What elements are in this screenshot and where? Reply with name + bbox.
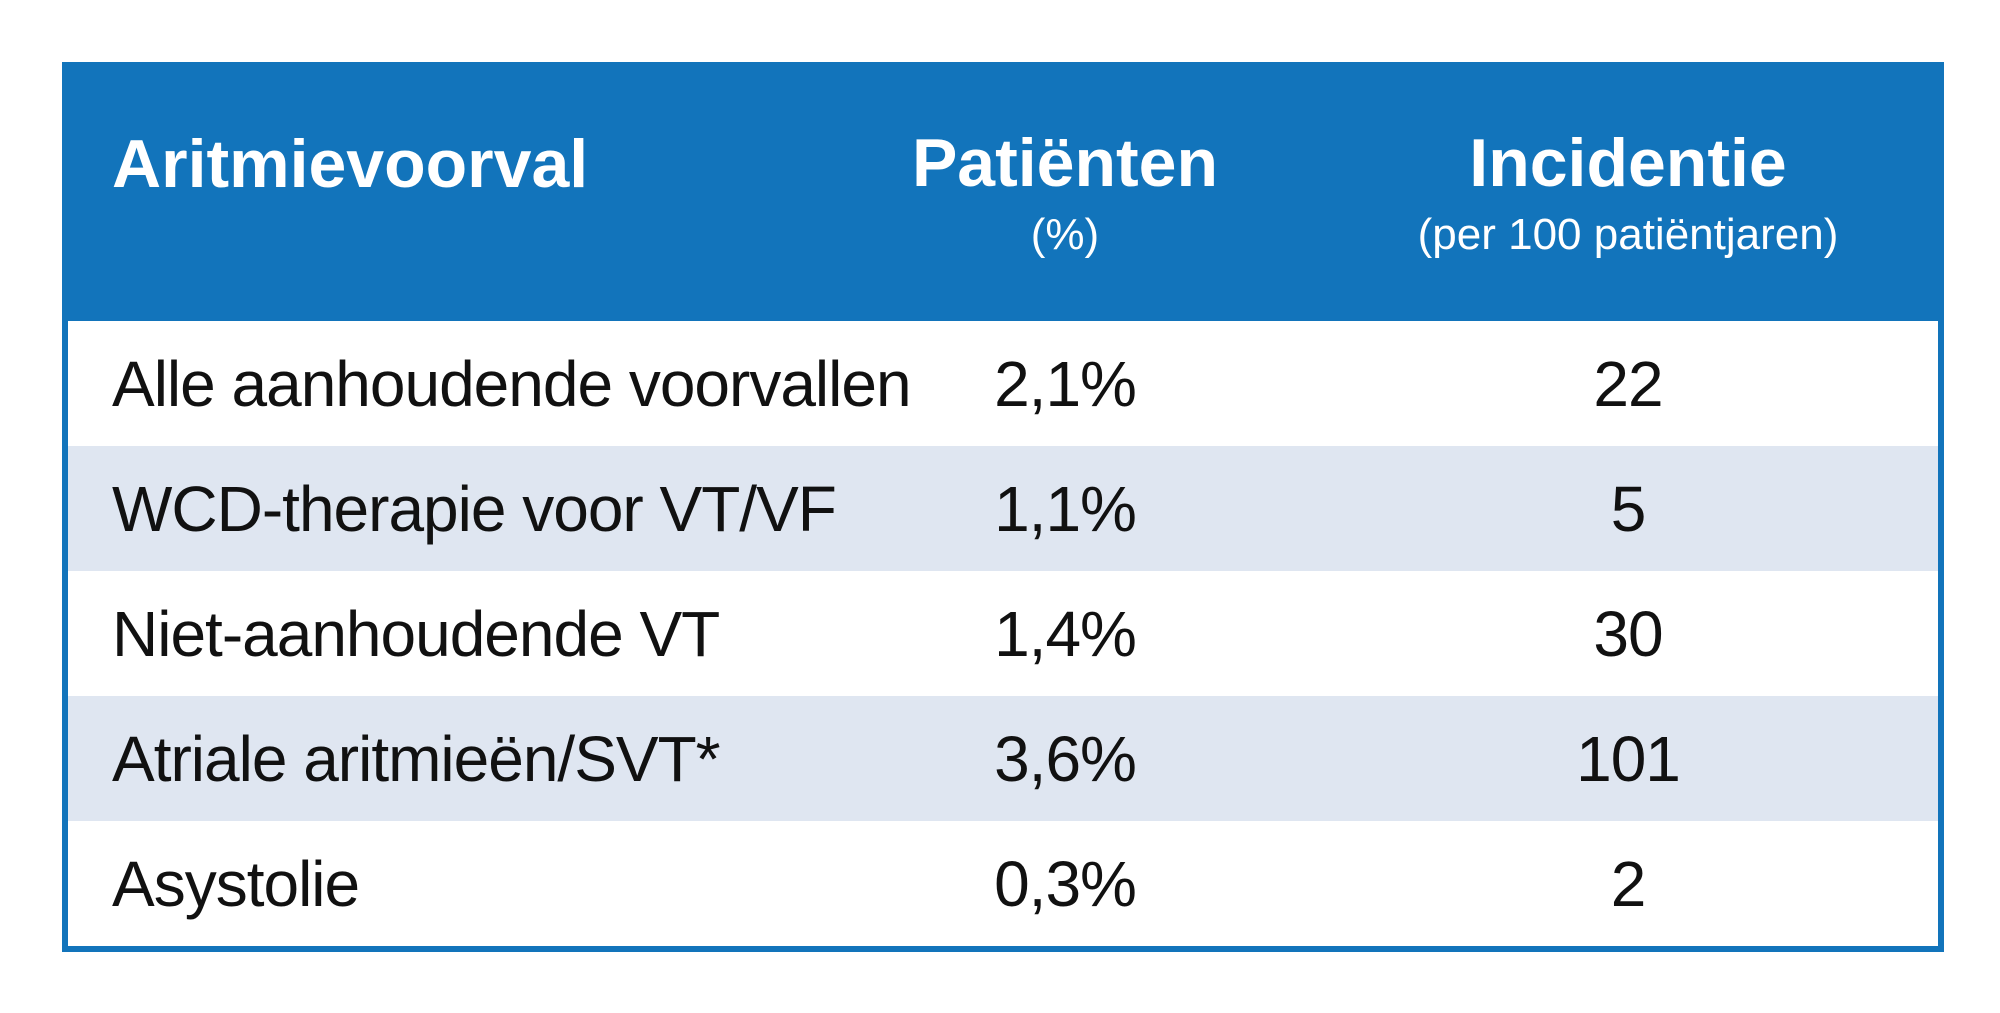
table-header-band: Aritmievoorval Patiënten (%) Incidentie … bbox=[68, 68, 1938, 321]
incidence-cell: 5 bbox=[1610, 472, 1647, 545]
header-cell-aritmievoorval: Aritmievoorval bbox=[112, 68, 852, 321]
column-subtitle-per-100-patientjaren: (per 100 patiëntjaren) bbox=[1417, 210, 1839, 260]
patients-pct-cell: 0,3% bbox=[994, 847, 1137, 920]
incidence-cell: 30 bbox=[1593, 597, 1663, 670]
patients-pct-cell: 3,6% bbox=[994, 722, 1137, 795]
row-label-cell: Niet-aanhoudende VT bbox=[112, 597, 720, 670]
arrhythmia-incidence-table: Aritmievoorval Patiënten (%) Incidentie … bbox=[62, 62, 1944, 952]
column-subtitle-empty bbox=[112, 212, 852, 260]
patients-pct-cell: 2,1% bbox=[994, 347, 1137, 420]
incidence-cell: 22 bbox=[1593, 347, 1663, 420]
row-label-cell: Atriale aritmieën/SVT* bbox=[112, 722, 721, 795]
header-cell-incidentie: Incidentie (per 100 patiëntjaren) bbox=[1328, 68, 1928, 321]
patients-pct-cell: 1,4% bbox=[994, 597, 1137, 670]
header-cell-patienten: Patiënten (%) bbox=[865, 68, 1265, 321]
table-row: Alle aanhoudende voorvallen 2,1% 22 bbox=[68, 321, 1938, 446]
column-title-patienten: Patiënten bbox=[911, 125, 1219, 202]
row-label-cell: Alle aanhoudende voorvallen bbox=[112, 347, 912, 420]
column-title-aritmievoorval: Aritmievoorval bbox=[112, 125, 589, 202]
table-row: WCD-therapie voor VT/VF 1,1% 5 bbox=[68, 446, 1938, 571]
table-body: Alle aanhoudende voorvallen 2,1% 22 WCD-… bbox=[68, 321, 1938, 946]
incidence-cell: 2 bbox=[1610, 847, 1647, 920]
table-row: Asystolie 0,3% 2 bbox=[68, 821, 1938, 946]
table-row: Atriale aritmieën/SVT* 3,6% 101 bbox=[68, 696, 1938, 821]
row-label-cell: Asystolie bbox=[112, 847, 360, 920]
column-title-incidentie: Incidentie bbox=[1469, 125, 1787, 202]
column-subtitle-percent: (%) bbox=[1030, 210, 1100, 260]
incidence-cell: 101 bbox=[1576, 722, 1681, 795]
row-label-cell: WCD-therapie voor VT/VF bbox=[112, 472, 837, 545]
patients-pct-cell: 1,1% bbox=[994, 472, 1137, 545]
table-row: Niet-aanhoudende VT 1,4% 30 bbox=[68, 571, 1938, 696]
